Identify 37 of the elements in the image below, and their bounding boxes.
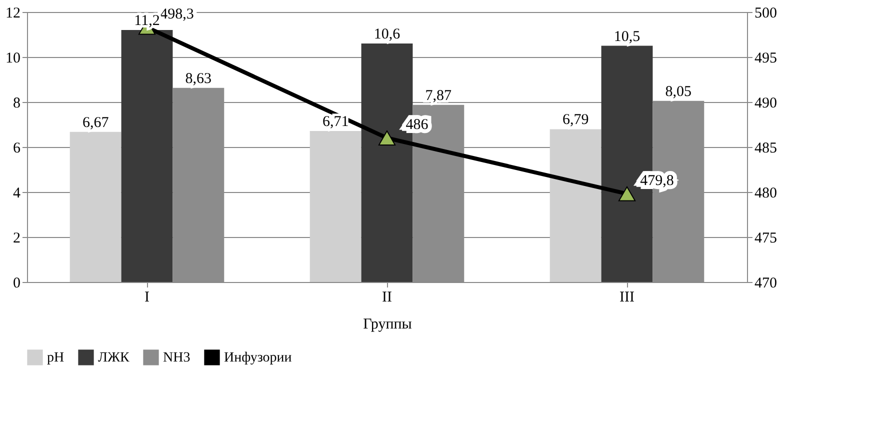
y-tick-label: 6: [13, 140, 21, 156]
x-tick-label: III: [620, 290, 634, 306]
legend-label: Инфузории: [224, 350, 292, 366]
y2-tick-label: 470: [754, 276, 777, 292]
bar: [121, 30, 173, 282]
y-tick-label: 4: [13, 186, 21, 202]
y-tick-label: 10: [6, 50, 20, 66]
bar: [550, 129, 602, 282]
y2-tick-label: 495: [754, 50, 777, 66]
x-axis-title: Группы: [363, 316, 412, 332]
legend-label: NH3: [163, 350, 190, 366]
legend-label: pH: [47, 350, 64, 366]
y2-tick-label: 490: [754, 96, 777, 112]
y2-tick-label: 475: [754, 230, 777, 246]
legend-label: ЛЖК: [98, 350, 130, 366]
point: [378, 130, 396, 146]
bar: [70, 132, 122, 282]
x-tick-label: I: [144, 290, 150, 306]
point: [618, 186, 636, 202]
y2-tick-label: 500: [754, 6, 777, 22]
data-label: 11,2: [134, 13, 160, 29]
x-tick-label: II: [382, 290, 392, 306]
data-label: 6,67: [82, 114, 110, 131]
data-label: 7,87: [425, 88, 452, 104]
bar: [310, 131, 362, 282]
y-tick-label: 2: [13, 230, 20, 246]
y-tick-label: 12: [6, 6, 20, 22]
data-label: 10,5: [614, 28, 640, 45]
data-label: 6,79: [562, 112, 589, 128]
data-label: 8,05: [665, 84, 692, 100]
y2-tick-label: 485: [754, 140, 777, 156]
y-tick-label: 0: [13, 276, 20, 292]
data-label: 8,63: [185, 70, 212, 87]
y-tick-label: 8: [13, 96, 20, 112]
y2-tick-label: 480: [754, 186, 777, 202]
data-label: 498,3: [160, 6, 194, 22]
data-label: 10,6: [374, 26, 401, 42]
